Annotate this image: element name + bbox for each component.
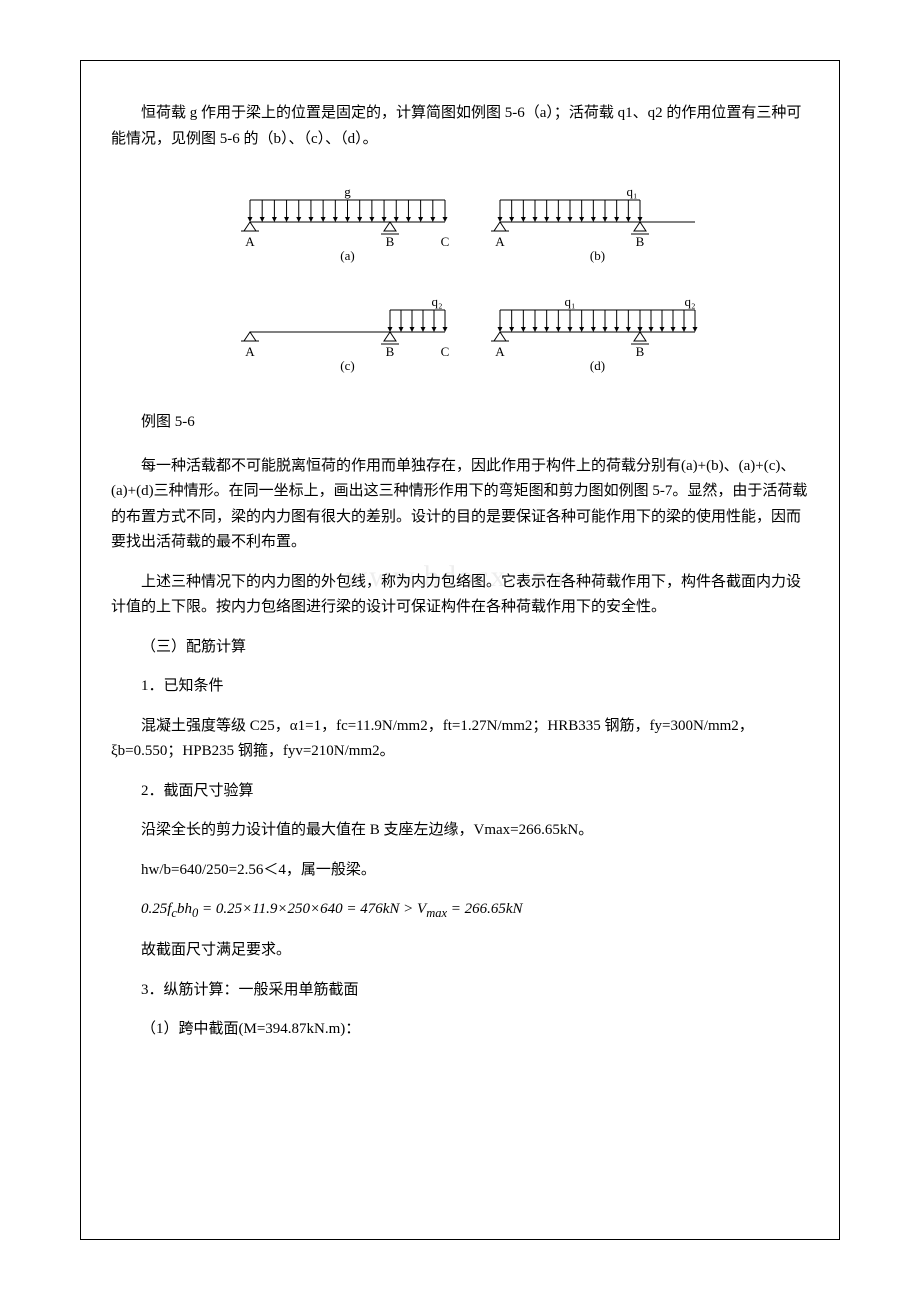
- section-2-equation: 0.25fcbh0 = 0.25×11.9×250×640 = 476kN > …: [111, 897, 809, 924]
- svg-text:(a): (a): [340, 248, 354, 263]
- svg-text:B: B: [636, 234, 645, 249]
- svg-text:A: A: [495, 344, 505, 359]
- paragraph-2: 每一种活载都不可能脱离恒荷的作用而单独存在，因此作用于构件上的荷载分别有(a)+…: [111, 454, 809, 556]
- svg-text:q₁: q₁: [564, 294, 575, 309]
- svg-text:(b): (b): [590, 248, 605, 263]
- section-3-title: 3．纵筋计算：一般采用单筋截面: [111, 978, 809, 1004]
- section-2-line-d: 故截面尺寸满足要求。: [111, 938, 809, 964]
- svg-text:q₂: q₂: [431, 294, 442, 309]
- section-1-title: 1．已知条件: [111, 674, 809, 700]
- equation-text: 0.25fcbh0 = 0.25×11.9×250×640 = 476kN > …: [141, 901, 523, 917]
- svg-text:(c): (c): [340, 358, 354, 373]
- figure-caption: 例图 5-6: [111, 410, 809, 436]
- svg-text:(d): (d): [590, 358, 605, 373]
- svg-text:B: B: [636, 344, 645, 359]
- svg-text:C: C: [441, 344, 450, 359]
- section-heading-3: （三）配筋计算: [111, 635, 809, 661]
- section-2-title: 2．截面尺寸验算: [111, 779, 809, 805]
- section-2-line-a: 沿梁全长的剪力设计值的最大值在 B 支座左边缘，Vmax=266.65kN。: [111, 818, 809, 844]
- svg-text:A: A: [495, 234, 505, 249]
- svg-text:q₂: q₂: [684, 294, 695, 309]
- section-2-line-b: hw/b=640/250=2.56＜4，属一般梁。: [111, 858, 809, 884]
- paragraph-intro: 恒荷载 g 作用于梁上的位置是固定的，计算简图如例图 5-6（a）；活荷载 q1…: [111, 101, 809, 152]
- svg-text:q₁: q₁: [626, 184, 637, 199]
- watermark-area: www.bdocx.com 上述三种情况下的内力图的外包线，称为内力包络图。它表…: [111, 570, 809, 621]
- svg-text:B: B: [386, 234, 395, 249]
- section-3-line-a: （1）跨中截面(M=394.87kN.m)：: [111, 1017, 809, 1043]
- svg-text:C: C: [441, 234, 450, 249]
- beam-diagram-svg: A B Cg (a) A Bq₁ (b) A B Cq₂ (c) A Bq₁ q₂ (d): [200, 172, 720, 382]
- figure-5-6: A B Cg (a) A Bq₁ (b) A B Cq₂ (c) A Bq₁ q₂ (d): [111, 172, 809, 382]
- section-1-content: 混凝土强度等级 C25，α1=1，fc=11.9N/mm2，ft=1.27N/m…: [111, 714, 809, 765]
- svg-text:g: g: [344, 184, 351, 199]
- document-page: 恒荷载 g 作用于梁上的位置是固定的，计算简图如例图 5-6（a）；活荷载 q1…: [80, 60, 840, 1240]
- svg-text:A: A: [245, 234, 255, 249]
- paragraph-3: 上述三种情况下的内力图的外包线，称为内力包络图。它表示在各种荷载作用下，构件各截…: [111, 570, 809, 621]
- svg-text:B: B: [386, 344, 395, 359]
- svg-text:A: A: [245, 344, 255, 359]
